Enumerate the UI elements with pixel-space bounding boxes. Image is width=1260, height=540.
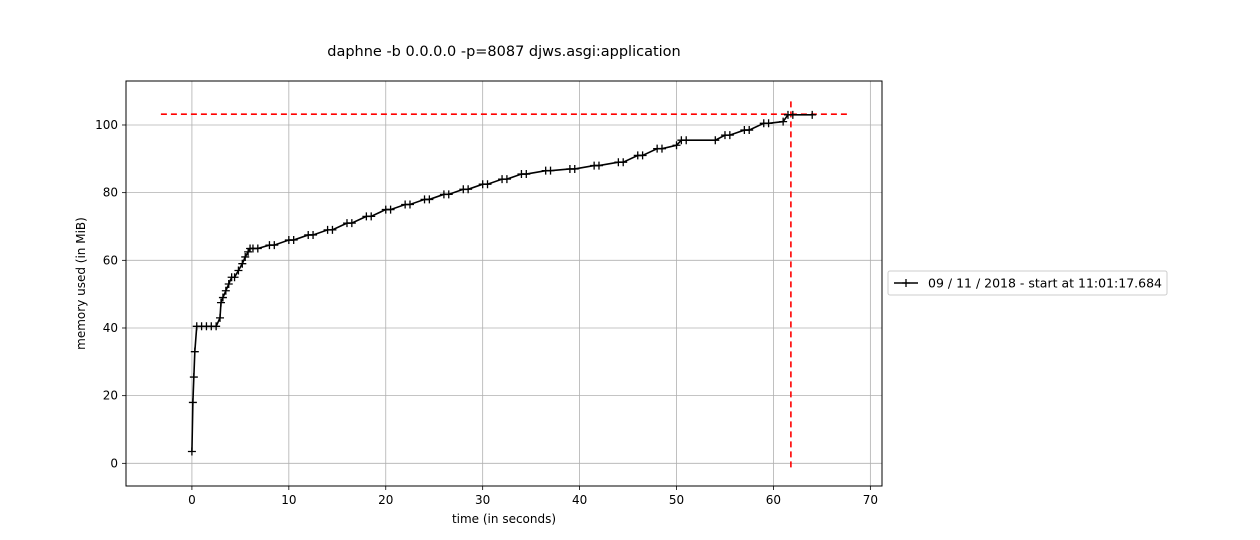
data-point-marker — [212, 322, 221, 331]
y-tick-label: 20 — [103, 389, 118, 403]
data-point-marker — [808, 110, 817, 119]
data-point-marker — [367, 212, 376, 221]
x-tick-label: 40 — [572, 493, 587, 507]
y-tick-label: 0 — [110, 456, 118, 470]
data-point-marker — [241, 252, 250, 261]
data-point-marker — [619, 158, 628, 167]
data-point-marker — [546, 166, 555, 175]
data-point-marker — [638, 151, 647, 160]
data-point-marker — [216, 313, 225, 322]
data-point-marker — [522, 170, 531, 179]
data-point-marker — [745, 126, 754, 135]
data-point-marker — [218, 293, 227, 302]
data-point-marker — [244, 247, 253, 256]
data-point-marker — [725, 131, 734, 140]
data-point-marker — [347, 219, 356, 228]
data-point-marker — [764, 119, 773, 128]
memory-series-line — [191, 114, 813, 452]
data-point-marker — [464, 185, 473, 194]
y-axis-label: memory used (in MiB) — [74, 217, 88, 350]
data-point-marker — [190, 347, 199, 356]
chart-title: daphne -b 0.0.0.0 -p=8087 djws.asgi:appl… — [327, 44, 680, 60]
axis-ticks: 0 10 20 30 40 50 60 70 0 20 40 60 80 100 — [95, 118, 878, 507]
data-point-marker — [328, 225, 337, 234]
data-point-marker — [289, 236, 298, 245]
data-point-marker — [238, 259, 247, 268]
data-point-marker — [405, 200, 414, 209]
reference-lines — [160, 97, 850, 468]
data-point-marker — [234, 266, 243, 275]
x-tick-label: 30 — [475, 493, 490, 507]
data-point-marker — [711, 136, 720, 145]
data-point-marker — [188, 398, 197, 407]
legend: 09 / 11 / 2018 - start at 11:01:17.684 — [887, 270, 1168, 296]
x-tick-label: 70 — [863, 493, 878, 507]
data-point-marker — [189, 373, 198, 382]
x-tick-label: 60 — [766, 493, 781, 507]
data-point-marker — [386, 205, 395, 214]
data-point-marker — [221, 286, 230, 295]
y-tick-label: 40 — [103, 321, 118, 335]
data-point-marker — [502, 175, 511, 184]
grid — [126, 81, 882, 486]
data-point-marker — [270, 241, 279, 250]
y-tick-label: 100 — [95, 118, 118, 132]
data-point-marker — [594, 161, 603, 170]
data-point-marker — [672, 141, 681, 150]
y-tick-label: 60 — [103, 253, 118, 267]
data-point-marker — [483, 180, 492, 189]
data-point-marker — [444, 190, 453, 199]
x-tick-label: 20 — [378, 493, 393, 507]
data-point-marker — [657, 144, 666, 153]
legend-marker-swatch — [902, 279, 910, 287]
series-layer — [187, 110, 817, 456]
legend-label: 09 / 11 / 2018 - start at 11:01:17.684 — [928, 276, 1162, 291]
x-axis-label: time (in seconds) — [452, 512, 556, 526]
data-point-marker — [224, 280, 233, 289]
data-point-marker — [779, 117, 788, 126]
x-tick-label: 10 — [281, 493, 296, 507]
x-tick-label: 50 — [669, 493, 684, 507]
data-point-marker — [230, 273, 239, 282]
data-point-marker — [309, 230, 318, 239]
x-tick-label: 0 — [188, 493, 196, 507]
y-tick-label: 80 — [103, 186, 118, 200]
data-point-marker — [253, 244, 262, 253]
data-point-marker — [187, 447, 196, 456]
data-point-marker — [682, 136, 691, 145]
data-point-marker — [788, 110, 797, 119]
data-point-marker — [425, 195, 434, 204]
plot-frame — [125, 80, 883, 487]
legend-box — [887, 270, 1168, 296]
data-point-marker — [570, 164, 579, 173]
data-point-marker — [216, 298, 225, 307]
